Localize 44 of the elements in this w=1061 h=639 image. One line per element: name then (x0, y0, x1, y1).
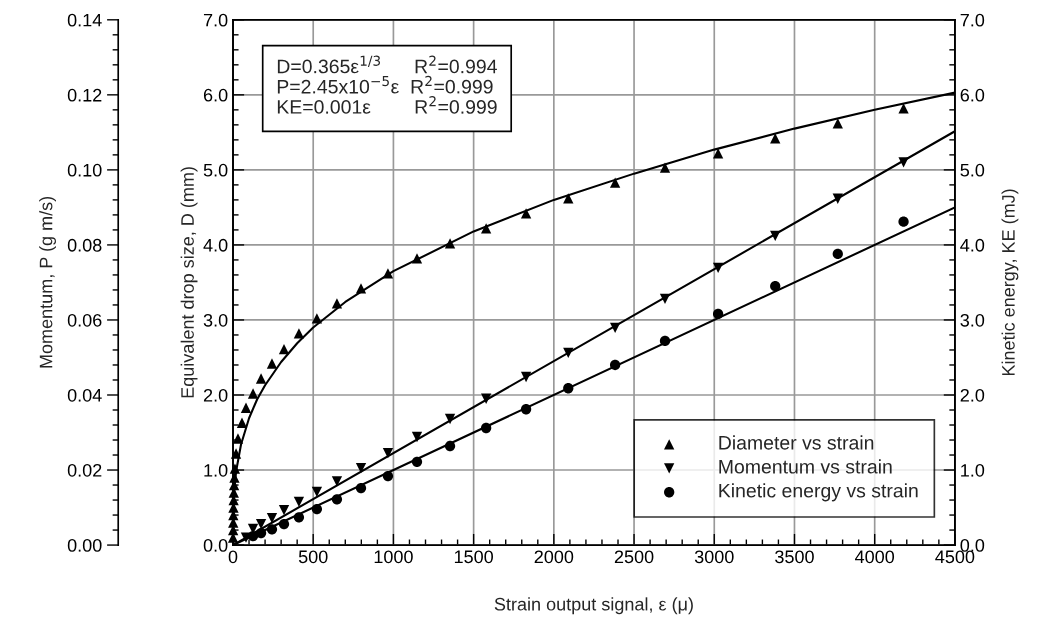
y3-tick-label: 0.00 (67, 539, 102, 552)
y2-tick-label: 7.0 (960, 13, 985, 27)
x-tick-label: 3500 (775, 550, 814, 564)
y2-tick-label: 6.0 (960, 88, 985, 102)
x-tick-label: 1500 (454, 550, 494, 564)
y2-tick-label: 5.0 (960, 163, 985, 177)
y-tick-label: 5.0 (203, 163, 228, 177)
x-tick-label: 0 (228, 550, 238, 564)
y-tick-label: 7.0 (203, 13, 228, 27)
x-axis-title: Strain output signal, ε (μ) (494, 597, 693, 615)
y3-tick-label: 0.06 (67, 313, 102, 327)
x-tick-label: 2500 (614, 550, 654, 564)
y2-tick-label: 3.0 (960, 313, 985, 327)
x-tick-label: 2000 (534, 550, 574, 564)
legend-label: Kinetic energy vs strain (719, 483, 918, 502)
y-tick-label: 3.0 (203, 313, 228, 327)
y3-axis-title: Momentum, P (g m/s) (39, 196, 56, 368)
annotation: KE=0.001ε R$^{2}$=0.999 (277, 96, 497, 114)
legend-label: Momentum vs strain (719, 459, 892, 474)
x-tick-label: 4500 (935, 550, 975, 564)
text: D=0.365ε$^{1/3}$ R$^{2}$=0.994 (277, 55, 497, 74)
y3-tick-label: 0.10 (67, 163, 102, 177)
y-axis-title: Equivalent drop size, D (mm) (180, 167, 198, 398)
y2-tick-label: 1.0 (961, 463, 985, 477)
x-tick-label: 1000 (374, 550, 413, 564)
y3-tick-label: 0.12 (67, 88, 102, 102)
y2-tick-label: 4.0 (960, 238, 985, 252)
y-tick-label: 1.0 (204, 463, 228, 477)
y-tick-label: 4.0 (203, 238, 228, 252)
y2-tick-label: 0.0 (960, 539, 985, 552)
y3-tick-label: 0.08 (67, 238, 102, 252)
legend-label: Diameter vs strain (719, 435, 874, 450)
y3-tick-label: 0.02 (67, 463, 102, 477)
x-tick-label: 4000 (855, 550, 895, 564)
x-tick-label: 3000 (694, 550, 734, 564)
y3-tick-label: 0.04 (67, 388, 102, 402)
y3-tick-label: 0.14 (67, 13, 102, 27)
y-tick-label: 2.0 (203, 388, 228, 402)
x-tick-label: 500 (298, 550, 328, 564)
y2-axis-title: Kinetic energy, KE (mJ) (1001, 189, 1019, 376)
y-tick-label: 6.0 (203, 88, 228, 102)
y-tick-label: 0.0 (203, 539, 228, 552)
annotation: P=2.45x10$^{−5}$ε R$^{2}$=0.999 (277, 75, 493, 94)
y2-tick-label: 2.0 (960, 388, 985, 402)
